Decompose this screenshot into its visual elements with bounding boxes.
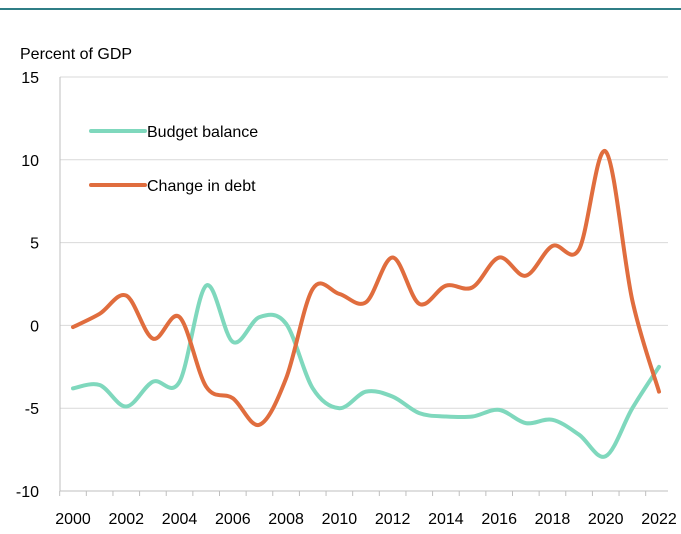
legend-label-budget-balance: Budget balance: [147, 124, 258, 141]
legend: Budget balance Change in debt: [89, 124, 258, 195]
x-tick-label: 2020: [588, 511, 624, 528]
x-tick-label: 2012: [375, 511, 411, 528]
gridlines: [60, 76, 668, 409]
y-tick-label: -5: [25, 401, 39, 418]
x-tick-label: 2022: [641, 511, 677, 528]
y-axis-label: Percent of GDP: [20, 46, 132, 63]
y-tick-label: 10: [21, 153, 39, 170]
y-tick-label: 0: [30, 318, 39, 335]
series-line-budget-balance: [71, 283, 661, 459]
x-tick-label: 2018: [535, 511, 571, 528]
y-tick-label: 15: [21, 70, 39, 87]
y-tick-label: -10: [16, 484, 39, 501]
x-tick-label: 2000: [55, 511, 91, 528]
series-lines: [71, 149, 661, 459]
x-tick-label: 2008: [268, 511, 304, 528]
legend-label-change-in-debt: Change in debt: [147, 178, 256, 195]
x-tick-label: 2006: [215, 511, 251, 528]
y-tick-label: 5: [30, 236, 39, 253]
axes: 15 10 5 0 -5 -10 2000 2002 2004 2006 2008 2010 2012 2…: [16, 70, 677, 528]
x-tick-label: 2014: [428, 511, 464, 528]
x-tick-label: 2002: [108, 511, 144, 528]
series-line-change-in-debt: [71, 149, 661, 427]
x-tick-label: 2004: [162, 511, 198, 528]
x-tick-label: 2010: [322, 511, 358, 528]
x-tick-label: 2016: [481, 511, 517, 528]
